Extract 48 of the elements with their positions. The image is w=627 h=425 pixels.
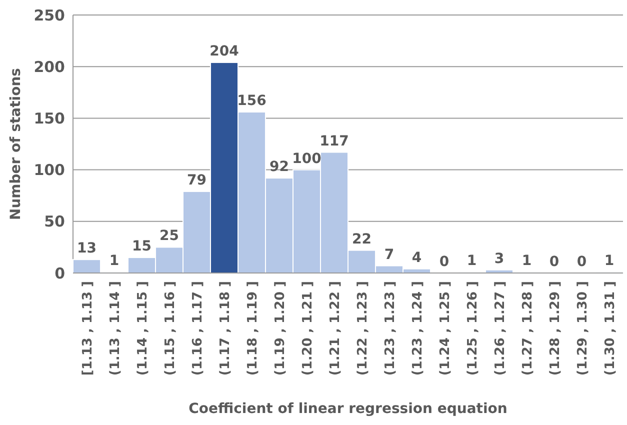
data-label: 79 [187,172,206,188]
data-label: 3 [494,250,504,267]
data-label: 4 [412,250,422,266]
x-tick-label: (1.24 , 1.25 ] [438,281,453,376]
data-label: 0 [549,254,560,270]
x-tick-label: (1.29 , 1.30 ] [575,281,590,376]
data-label: 117 [320,133,349,150]
x-tick-label: (1.14 , 1.15 ] [135,281,150,376]
y-tick-label: 100 [34,161,65,180]
x-axis-title: Coefficient of linear regression equation [188,401,508,417]
data-label: 100 [292,150,322,167]
y-tick-label: 150 [34,109,65,128]
x-tick-label: (1.16 , 1.17 ] [190,281,206,376]
data-label: 1 [604,252,614,269]
x-tick-label: (1.19 , 1.20 ] [272,281,288,376]
y-axis-title: Number of stations [8,68,24,220]
x-tick-label: (1.28 , 1.29 ] [548,281,563,376]
data-label: 0 [576,254,587,270]
data-label: 25 [160,228,179,244]
x-tick-label: (1.15 , 1.16 ] [162,281,178,376]
y-tick-label: 200 [34,58,65,76]
x-tick-label: (1.13 , 1.14 ] [108,281,123,376]
x-tick-label: (1.20 , 1.21 ] [300,281,316,376]
data-label: 204 [210,43,240,60]
x-tick-label: (1.23 , 1.23 ] [382,281,398,376]
data-label: 15 [132,238,152,255]
x-tick-label: (1.26 , 1.27 ] [492,281,508,376]
data-label: 22 [352,231,372,248]
x-tick-label: (1.23 , 1.24 ] [410,281,426,376]
x-tick-label: [1.13 , 1.13 ] [80,281,96,376]
x-tick-label: (1.21 , 1.22 ] [328,281,343,376]
x-tick-label: (1.18 , 1.19 ] [245,281,260,376]
data-label: 7 [384,246,394,263]
data-label: 1 [522,252,532,269]
y-tick-label: 50 [44,212,65,231]
y-tick-label: 0 [54,264,65,282]
data-label: 156 [237,93,266,110]
data-label: 0 [439,254,450,270]
x-tick-label: (1.25 , 1.26 ] [465,281,480,376]
data-label: 1 [109,252,120,269]
x-tick-label: (1.30 , 1.31 ] [602,281,618,376]
x-tick-label: (1.17 , 1.18 ] [218,281,233,376]
x-tick-label: (1.27 , 1.28 ] [520,281,536,376]
bar [72,259,101,274]
x-tick-label: (1.22 , 1.23 ] [355,281,370,376]
data-label: 13 [77,240,96,257]
data-label: 1 [466,252,477,269]
y-tick-label: 250 [34,6,65,24]
